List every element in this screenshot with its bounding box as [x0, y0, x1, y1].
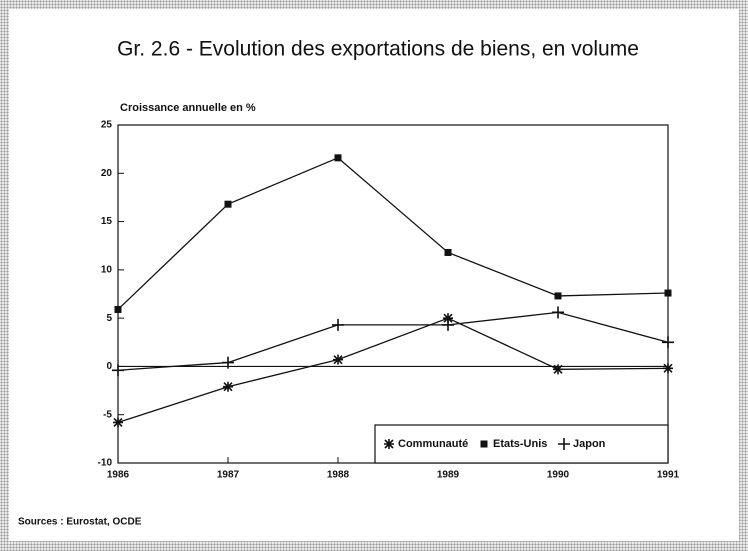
legend-marker — [480, 440, 488, 448]
data-point — [444, 248, 452, 256]
data-point — [554, 292, 562, 300]
data-point — [223, 381, 233, 392]
legend-marker — [558, 438, 570, 450]
data-point — [442, 318, 454, 331]
legend-marker — [384, 439, 394, 449]
data-point — [663, 363, 673, 374]
marker-shape — [333, 354, 343, 365]
marker-shape — [663, 363, 673, 374]
y-tick-label: 25 — [101, 120, 113, 131]
data-point — [113, 417, 123, 428]
data-point — [333, 354, 343, 365]
data-point — [334, 154, 342, 162]
x-tick-label: 1988 — [327, 470, 350, 481]
legend-label: Communauté — [398, 438, 468, 450]
legend-box — [374, 424, 669, 464]
y-tick-label: 0 — [106, 361, 112, 372]
x-tick-label: 1989 — [437, 470, 460, 481]
marker-shape — [332, 318, 344, 331]
data-point — [332, 318, 344, 331]
marker-shape — [664, 289, 672, 297]
marker-shape — [334, 154, 342, 162]
y-tick-label: 10 — [101, 264, 113, 275]
data-point — [662, 336, 674, 349]
x-tick-label: 1991 — [657, 470, 680, 481]
x-tick-label: 1990 — [547, 470, 570, 481]
marker-shape — [384, 439, 394, 449]
source: Sources : Eurostat, OCDE — [18, 517, 142, 528]
chart-title: Gr. 2.6 - Evolution des exportations de … — [117, 38, 639, 61]
y-tick-label: -5 — [103, 409, 112, 420]
data-point — [553, 364, 563, 375]
marker-shape — [113, 417, 123, 428]
marker-shape — [662, 336, 674, 349]
marker-shape — [554, 292, 562, 300]
marker-shape — [443, 313, 453, 324]
marker-shape — [223, 381, 233, 392]
y-tick-label: -10 — [98, 458, 113, 469]
legend-label: Etats-Unis — [493, 438, 547, 450]
marker-shape — [558, 438, 570, 450]
y-tick-label: 5 — [106, 313, 112, 324]
x-tick-label: 1986 — [107, 470, 130, 481]
marker-shape — [442, 318, 454, 331]
marker-shape — [224, 200, 232, 208]
data-point — [443, 313, 453, 324]
data-point — [114, 305, 122, 313]
data-point — [112, 364, 124, 377]
marker-shape — [480, 440, 488, 448]
marker-shape — [553, 364, 563, 375]
marker-shape — [112, 364, 124, 377]
data-point — [552, 306, 564, 319]
data-point — [664, 289, 672, 297]
marker-shape — [114, 305, 122, 313]
series-line — [117, 311, 669, 371]
y-tick-label: 20 — [101, 168, 113, 179]
marker-shape — [222, 356, 234, 369]
y-axis-label: Croissance annuelle en % — [120, 102, 256, 114]
series-line — [117, 157, 669, 310]
x-tick-label: 1987 — [217, 470, 240, 481]
marker-shape — [552, 306, 564, 319]
legend-label: Japon — [573, 438, 606, 450]
data-point — [222, 356, 234, 369]
y-tick-label: 15 — [101, 216, 113, 227]
marker-shape — [444, 248, 452, 256]
series-line — [117, 317, 669, 424]
data-point — [224, 200, 232, 208]
